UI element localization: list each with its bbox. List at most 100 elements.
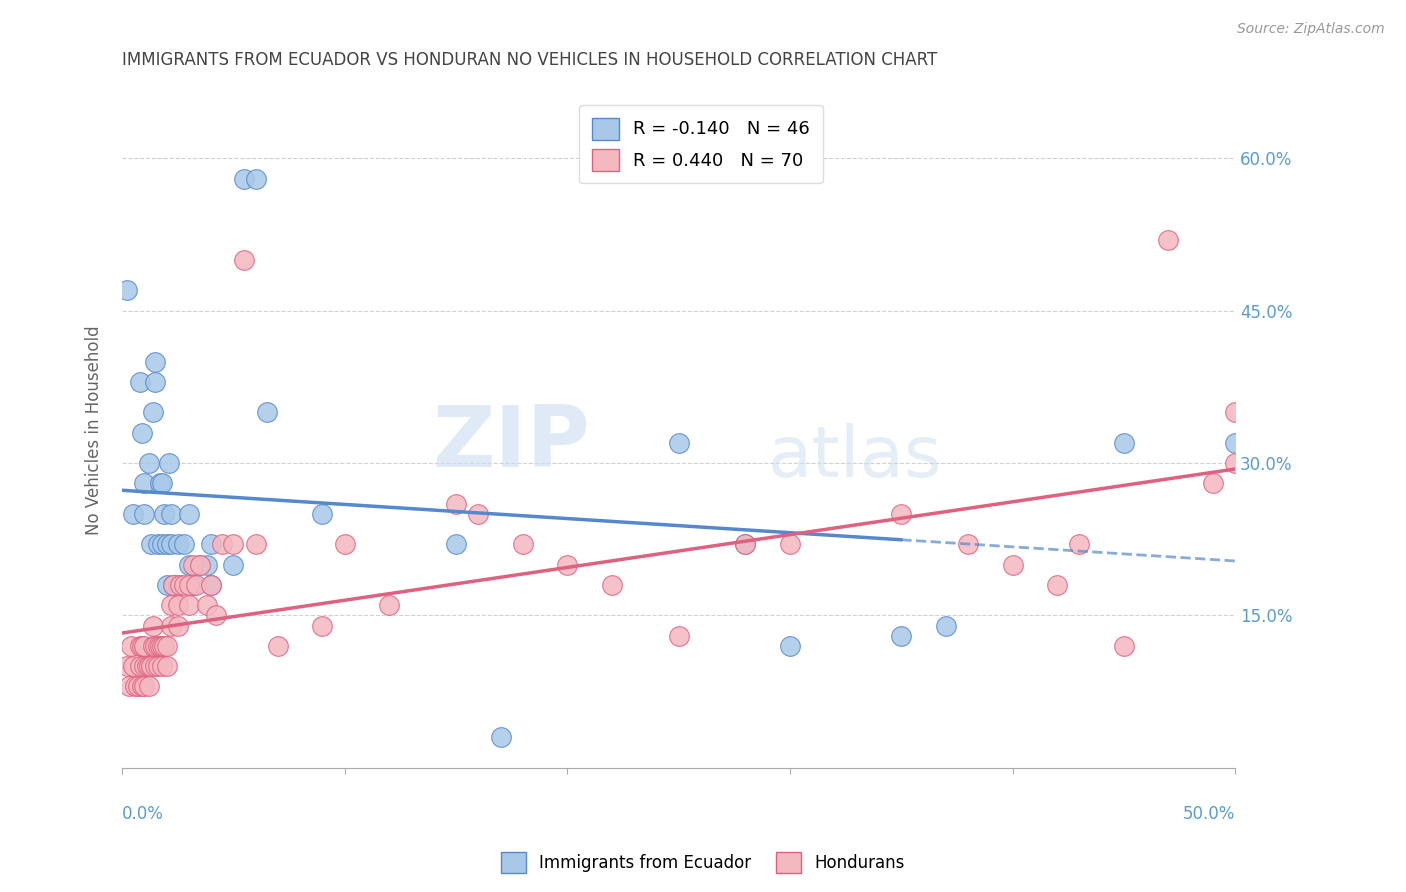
Point bbox=[1001, 558, 1024, 572]
Point bbox=[138, 680, 160, 694]
Point bbox=[160, 507, 183, 521]
Point bbox=[139, 659, 162, 673]
Point bbox=[184, 578, 207, 592]
Point bbox=[134, 659, 156, 673]
Point bbox=[122, 507, 145, 521]
Point bbox=[311, 507, 333, 521]
Point bbox=[267, 639, 290, 653]
Point bbox=[467, 507, 489, 521]
Text: ZIP: ZIP bbox=[432, 402, 589, 485]
Point bbox=[188, 558, 211, 572]
Point bbox=[668, 435, 690, 450]
Point bbox=[668, 629, 690, 643]
Point bbox=[142, 639, 165, 653]
Point bbox=[333, 537, 356, 551]
Point bbox=[115, 284, 138, 298]
Point bbox=[177, 558, 200, 572]
Point bbox=[122, 659, 145, 673]
Point bbox=[200, 578, 222, 592]
Text: IMMIGRANTS FROM ECUADOR VS HONDURAN NO VEHICLES IN HOUSEHOLD CORRELATION CHART: IMMIGRANTS FROM ECUADOR VS HONDURAN NO V… bbox=[122, 51, 938, 69]
Point bbox=[160, 599, 183, 613]
Text: 0.0%: 0.0% bbox=[122, 805, 165, 822]
Point bbox=[1069, 537, 1091, 551]
Point bbox=[177, 578, 200, 592]
Point bbox=[142, 618, 165, 632]
Point bbox=[512, 537, 534, 551]
Point bbox=[1202, 476, 1225, 491]
Point bbox=[935, 618, 957, 632]
Point bbox=[489, 731, 512, 745]
Point bbox=[149, 639, 172, 653]
Point bbox=[779, 537, 801, 551]
Point bbox=[555, 558, 578, 572]
Point bbox=[444, 537, 467, 551]
Point bbox=[444, 497, 467, 511]
Point bbox=[890, 629, 912, 643]
Point bbox=[779, 639, 801, 653]
Text: Source: ZipAtlas.com: Source: ZipAtlas.com bbox=[1237, 22, 1385, 37]
Point bbox=[142, 405, 165, 419]
Point bbox=[166, 537, 188, 551]
Point bbox=[134, 680, 156, 694]
Point bbox=[131, 680, 153, 694]
Point bbox=[131, 425, 153, 440]
Point bbox=[378, 599, 401, 613]
Point bbox=[1225, 456, 1247, 470]
Text: 50.0%: 50.0% bbox=[1182, 805, 1236, 822]
Point bbox=[177, 599, 200, 613]
Point bbox=[160, 618, 183, 632]
Point bbox=[134, 507, 156, 521]
Point bbox=[153, 507, 176, 521]
Point bbox=[155, 639, 177, 653]
Point bbox=[160, 537, 183, 551]
Legend: Immigrants from Ecuador, Hondurans: Immigrants from Ecuador, Hondurans bbox=[495, 846, 911, 880]
Point bbox=[115, 659, 138, 673]
Point bbox=[150, 537, 173, 551]
Point bbox=[139, 537, 162, 551]
Point bbox=[118, 680, 141, 694]
Point bbox=[146, 659, 169, 673]
Point bbox=[145, 659, 167, 673]
Point bbox=[245, 171, 267, 186]
Point bbox=[150, 639, 173, 653]
Point bbox=[1046, 578, 1069, 592]
Point bbox=[1112, 435, 1135, 450]
Point bbox=[157, 456, 180, 470]
Point bbox=[134, 476, 156, 491]
Point bbox=[200, 537, 222, 551]
Text: atlas: atlas bbox=[768, 423, 942, 491]
Point bbox=[124, 680, 146, 694]
Point bbox=[169, 578, 191, 592]
Point bbox=[200, 578, 222, 592]
Point bbox=[128, 659, 150, 673]
Point bbox=[1225, 435, 1247, 450]
Point bbox=[150, 659, 173, 673]
Point bbox=[233, 171, 256, 186]
Point bbox=[162, 578, 184, 592]
Point bbox=[128, 639, 150, 653]
Point bbox=[135, 659, 157, 673]
Point bbox=[173, 578, 195, 592]
Point bbox=[145, 375, 167, 389]
Point bbox=[181, 558, 204, 572]
Point bbox=[177, 507, 200, 521]
Point bbox=[153, 639, 176, 653]
Point bbox=[127, 680, 149, 694]
Point bbox=[195, 558, 218, 572]
Point bbox=[166, 599, 188, 613]
Point bbox=[890, 507, 912, 521]
Point bbox=[138, 456, 160, 470]
Point bbox=[233, 252, 256, 267]
Point bbox=[204, 608, 226, 623]
Point bbox=[166, 578, 188, 592]
Point bbox=[1112, 639, 1135, 653]
Point bbox=[155, 659, 177, 673]
Point bbox=[734, 537, 756, 551]
Point bbox=[600, 578, 623, 592]
Point bbox=[146, 537, 169, 551]
Legend: R = -0.140   N = 46, R = 0.440   N = 70: R = -0.140 N = 46, R = 0.440 N = 70 bbox=[579, 105, 823, 183]
Point bbox=[128, 375, 150, 389]
Point bbox=[145, 354, 167, 368]
Point bbox=[734, 537, 756, 551]
Point bbox=[222, 537, 245, 551]
